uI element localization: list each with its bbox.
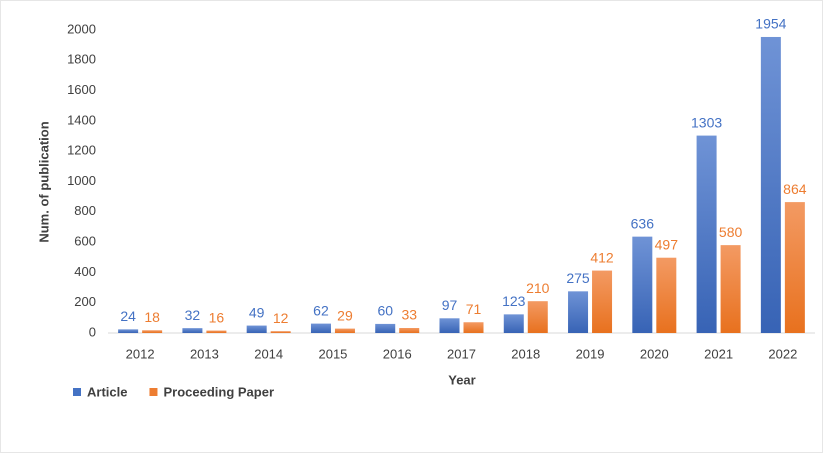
bar	[760, 36, 781, 334]
bar	[334, 328, 355, 333]
value-label: 32	[185, 307, 201, 323]
bar	[503, 314, 524, 333]
value-label: 412	[590, 249, 614, 265]
value-label: 29	[337, 307, 353, 323]
legend-swatch	[73, 388, 81, 396]
value-label: 33	[401, 307, 417, 323]
bar	[399, 328, 420, 333]
value-label: 18	[144, 309, 160, 325]
value-label: 16	[209, 309, 225, 325]
value-label: 12	[273, 310, 289, 326]
y-tick-label: 1200	[67, 143, 96, 158]
value-label: 1303	[691, 114, 722, 130]
value-label: 1954	[755, 16, 786, 32]
y-tick-label: 2000	[67, 21, 96, 36]
value-label: 97	[442, 297, 458, 313]
bar	[696, 135, 717, 333]
legend-label: Proceeding Paper	[163, 384, 274, 399]
x-tick-label: 2013	[190, 346, 219, 361]
y-tick-label: 200	[74, 294, 96, 309]
bar	[784, 202, 805, 333]
value-label: 580	[719, 224, 743, 240]
value-label: 123	[502, 293, 526, 309]
value-label: 497	[655, 236, 679, 252]
bar	[656, 257, 677, 333]
x-tick-label: 2019	[576, 346, 605, 361]
x-tick-label: 2021	[704, 346, 733, 361]
bar	[142, 330, 163, 333]
y-tick-label: 600	[74, 234, 96, 249]
value-label: 71	[466, 301, 482, 317]
x-tick-label: 2022	[768, 346, 797, 361]
bar	[310, 323, 331, 333]
bar	[182, 328, 203, 333]
value-label: 864	[783, 181, 807, 197]
value-label: 24	[120, 308, 136, 324]
bar	[720, 245, 741, 333]
bar	[375, 323, 396, 333]
y-tick-label: 0	[89, 324, 96, 339]
x-tick-label: 2017	[447, 346, 476, 361]
legend-swatch	[149, 388, 158, 396]
y-tick-label: 800	[74, 203, 96, 218]
value-label: 275	[566, 270, 590, 286]
y-tick-label: 400	[74, 264, 96, 279]
bar	[463, 322, 484, 333]
y-tick-label: 1000	[67, 173, 96, 188]
x-axis-title: Year	[448, 372, 475, 387]
value-label: 636	[631, 215, 655, 231]
y-tick-label: 1600	[67, 82, 96, 97]
x-tick-label: 2012	[126, 346, 155, 361]
bar	[270, 331, 291, 333]
bar	[439, 318, 460, 333]
bar	[592, 270, 613, 333]
x-tick-label: 2018	[511, 346, 540, 361]
value-label: 210	[526, 280, 550, 296]
legend-label: Article	[87, 384, 127, 399]
bar	[632, 236, 653, 333]
y-tick-label: 1400	[67, 112, 96, 127]
y-tick-label: 1800	[67, 52, 96, 67]
bar	[118, 329, 139, 333]
bar	[206, 330, 227, 333]
x-tick-label: 2016	[383, 346, 412, 361]
y-axis-title: Num. of publication	[36, 121, 51, 242]
value-label: 60	[377, 303, 393, 319]
value-label: 49	[249, 304, 265, 320]
x-tick-label: 2020	[640, 346, 669, 361]
value-label: 62	[313, 302, 329, 318]
bar	[568, 291, 589, 333]
x-tick-label: 2014	[254, 346, 283, 361]
x-tick-label: 2015	[318, 346, 347, 361]
bar	[246, 325, 267, 333]
bar	[527, 301, 548, 333]
